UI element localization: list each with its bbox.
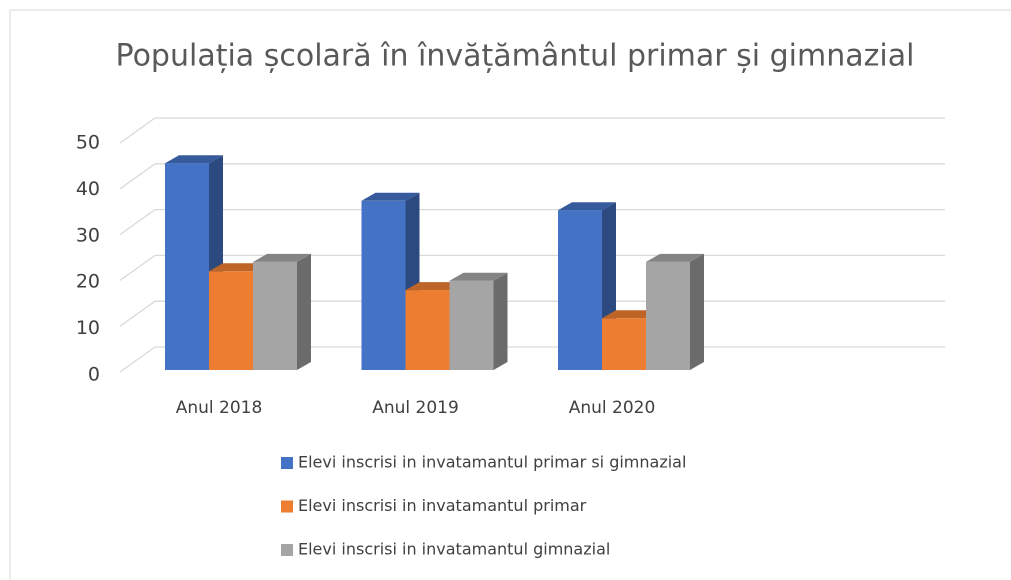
bar xyxy=(361,200,406,370)
bar-top xyxy=(405,282,464,291)
legend-label: Elevi inscrisi in invatamantul primar xyxy=(298,496,587,515)
legend-swatch xyxy=(281,544,293,556)
bar-top xyxy=(449,272,508,281)
bar-top xyxy=(253,253,311,262)
bar-top xyxy=(602,310,660,319)
grid-line xyxy=(119,163,945,190)
legend-swatch xyxy=(281,500,293,513)
y-tick-label: 30 xyxy=(76,224,100,246)
legend-label: Elevi inscrisi in invatamantul gimnazial xyxy=(298,540,610,559)
legend-label: Elevi inscrisi in invatamantul primar si… xyxy=(298,453,686,472)
bar-top xyxy=(646,253,704,262)
y-tick-label: 20 xyxy=(76,271,100,293)
bar-top xyxy=(165,155,223,164)
y-tick-label: 10 xyxy=(76,317,100,339)
bar-side xyxy=(493,272,508,370)
x-tick-label: Anul 2020 xyxy=(569,398,656,418)
chart-title: Populația școlară în învățământul primar… xyxy=(116,39,915,74)
bar-top xyxy=(558,202,616,211)
y-tick-label: 40 xyxy=(76,178,100,200)
x-tick-label: Anul 2018 xyxy=(176,398,263,418)
bar xyxy=(253,261,297,370)
bar-side xyxy=(297,253,311,370)
x-tick-label: Anul 2019 xyxy=(372,398,459,418)
bar-side xyxy=(690,253,704,370)
y-tick-label: 50 xyxy=(76,132,100,154)
bar xyxy=(602,318,646,370)
bar xyxy=(165,163,209,370)
grid-line xyxy=(119,117,945,144)
bar-top xyxy=(209,263,267,272)
bar xyxy=(558,210,602,370)
grid-line xyxy=(119,208,945,236)
legend-swatch xyxy=(281,457,293,469)
bar-top xyxy=(361,192,420,201)
y-tick-label: 0 xyxy=(88,364,100,386)
bar xyxy=(449,280,494,370)
bar xyxy=(405,290,450,370)
bar xyxy=(209,271,253,370)
bar xyxy=(646,261,690,370)
